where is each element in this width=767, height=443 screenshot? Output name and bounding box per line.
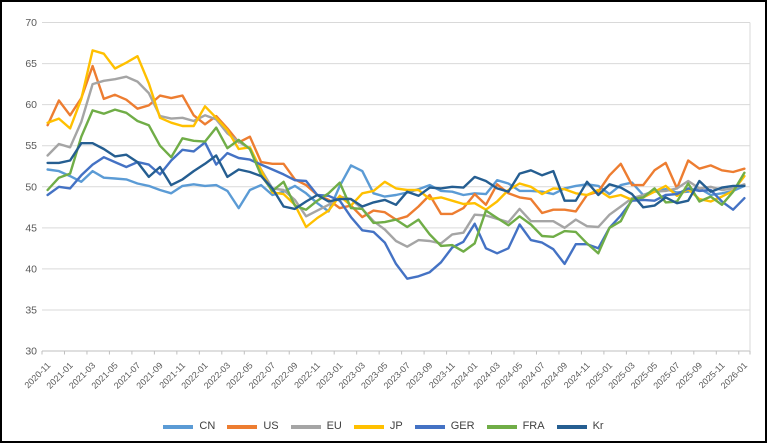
series-line-Kr <box>46 141 746 211</box>
legend-item-FRA: FRA <box>486 420 545 432</box>
y-axis-tick-label-50: 50 <box>25 181 37 193</box>
y-axis-tick-label-65: 65 <box>25 58 37 70</box>
series-line-EU <box>46 75 746 248</box>
legend-item-CN: CN <box>163 421 215 432</box>
legend-swatch-FRA <box>486 424 517 429</box>
legend-item-JP: JP <box>353 420 403 432</box>
chart-legend: CN US EU JP GER FRA Kr <box>2 421 765 432</box>
legend-swatch-GER <box>414 424 445 429</box>
series-line-CN <box>46 164 746 213</box>
legend-swatch-EU <box>290 424 321 429</box>
y-axis-tick-label-70: 70 <box>25 17 37 29</box>
legend-label-JP: JP <box>389 420 403 432</box>
legend-label-FRA: FRA <box>522 420 545 432</box>
legend-label-Kr: Kr <box>592 420 604 432</box>
legend-swatch-Kr <box>556 424 587 429</box>
y-axis-tick-label-40: 40 <box>25 263 37 275</box>
legend-swatch-US <box>227 424 258 429</box>
legend-item-Kr: Kr <box>556 420 604 432</box>
series-line-JP <box>46 49 746 229</box>
y-axis-tick-label-30: 30 <box>25 346 37 358</box>
legend-item-EU: EU <box>290 420 342 432</box>
y-axis-tick-label-55: 55 <box>25 140 37 152</box>
legend-label-GER: GER <box>450 420 475 432</box>
legend-label-EU: EU <box>326 420 342 432</box>
series-line-FRA <box>46 108 746 255</box>
series-line-GER <box>46 141 746 280</box>
legend-item-US: US <box>227 420 279 432</box>
y-axis-tick-label-45: 45 <box>25 222 37 234</box>
legend-item-GER: GER <box>414 420 475 432</box>
legend-label-US: US <box>263 420 279 432</box>
y-axis-tick-label-35: 35 <box>25 304 37 316</box>
legend-swatch-JP <box>353 424 384 429</box>
legend-label-CN: CN <box>199 420 216 432</box>
legend-swatch-CN <box>163 424 194 429</box>
y-axis-tick-label-60: 60 <box>25 99 37 111</box>
